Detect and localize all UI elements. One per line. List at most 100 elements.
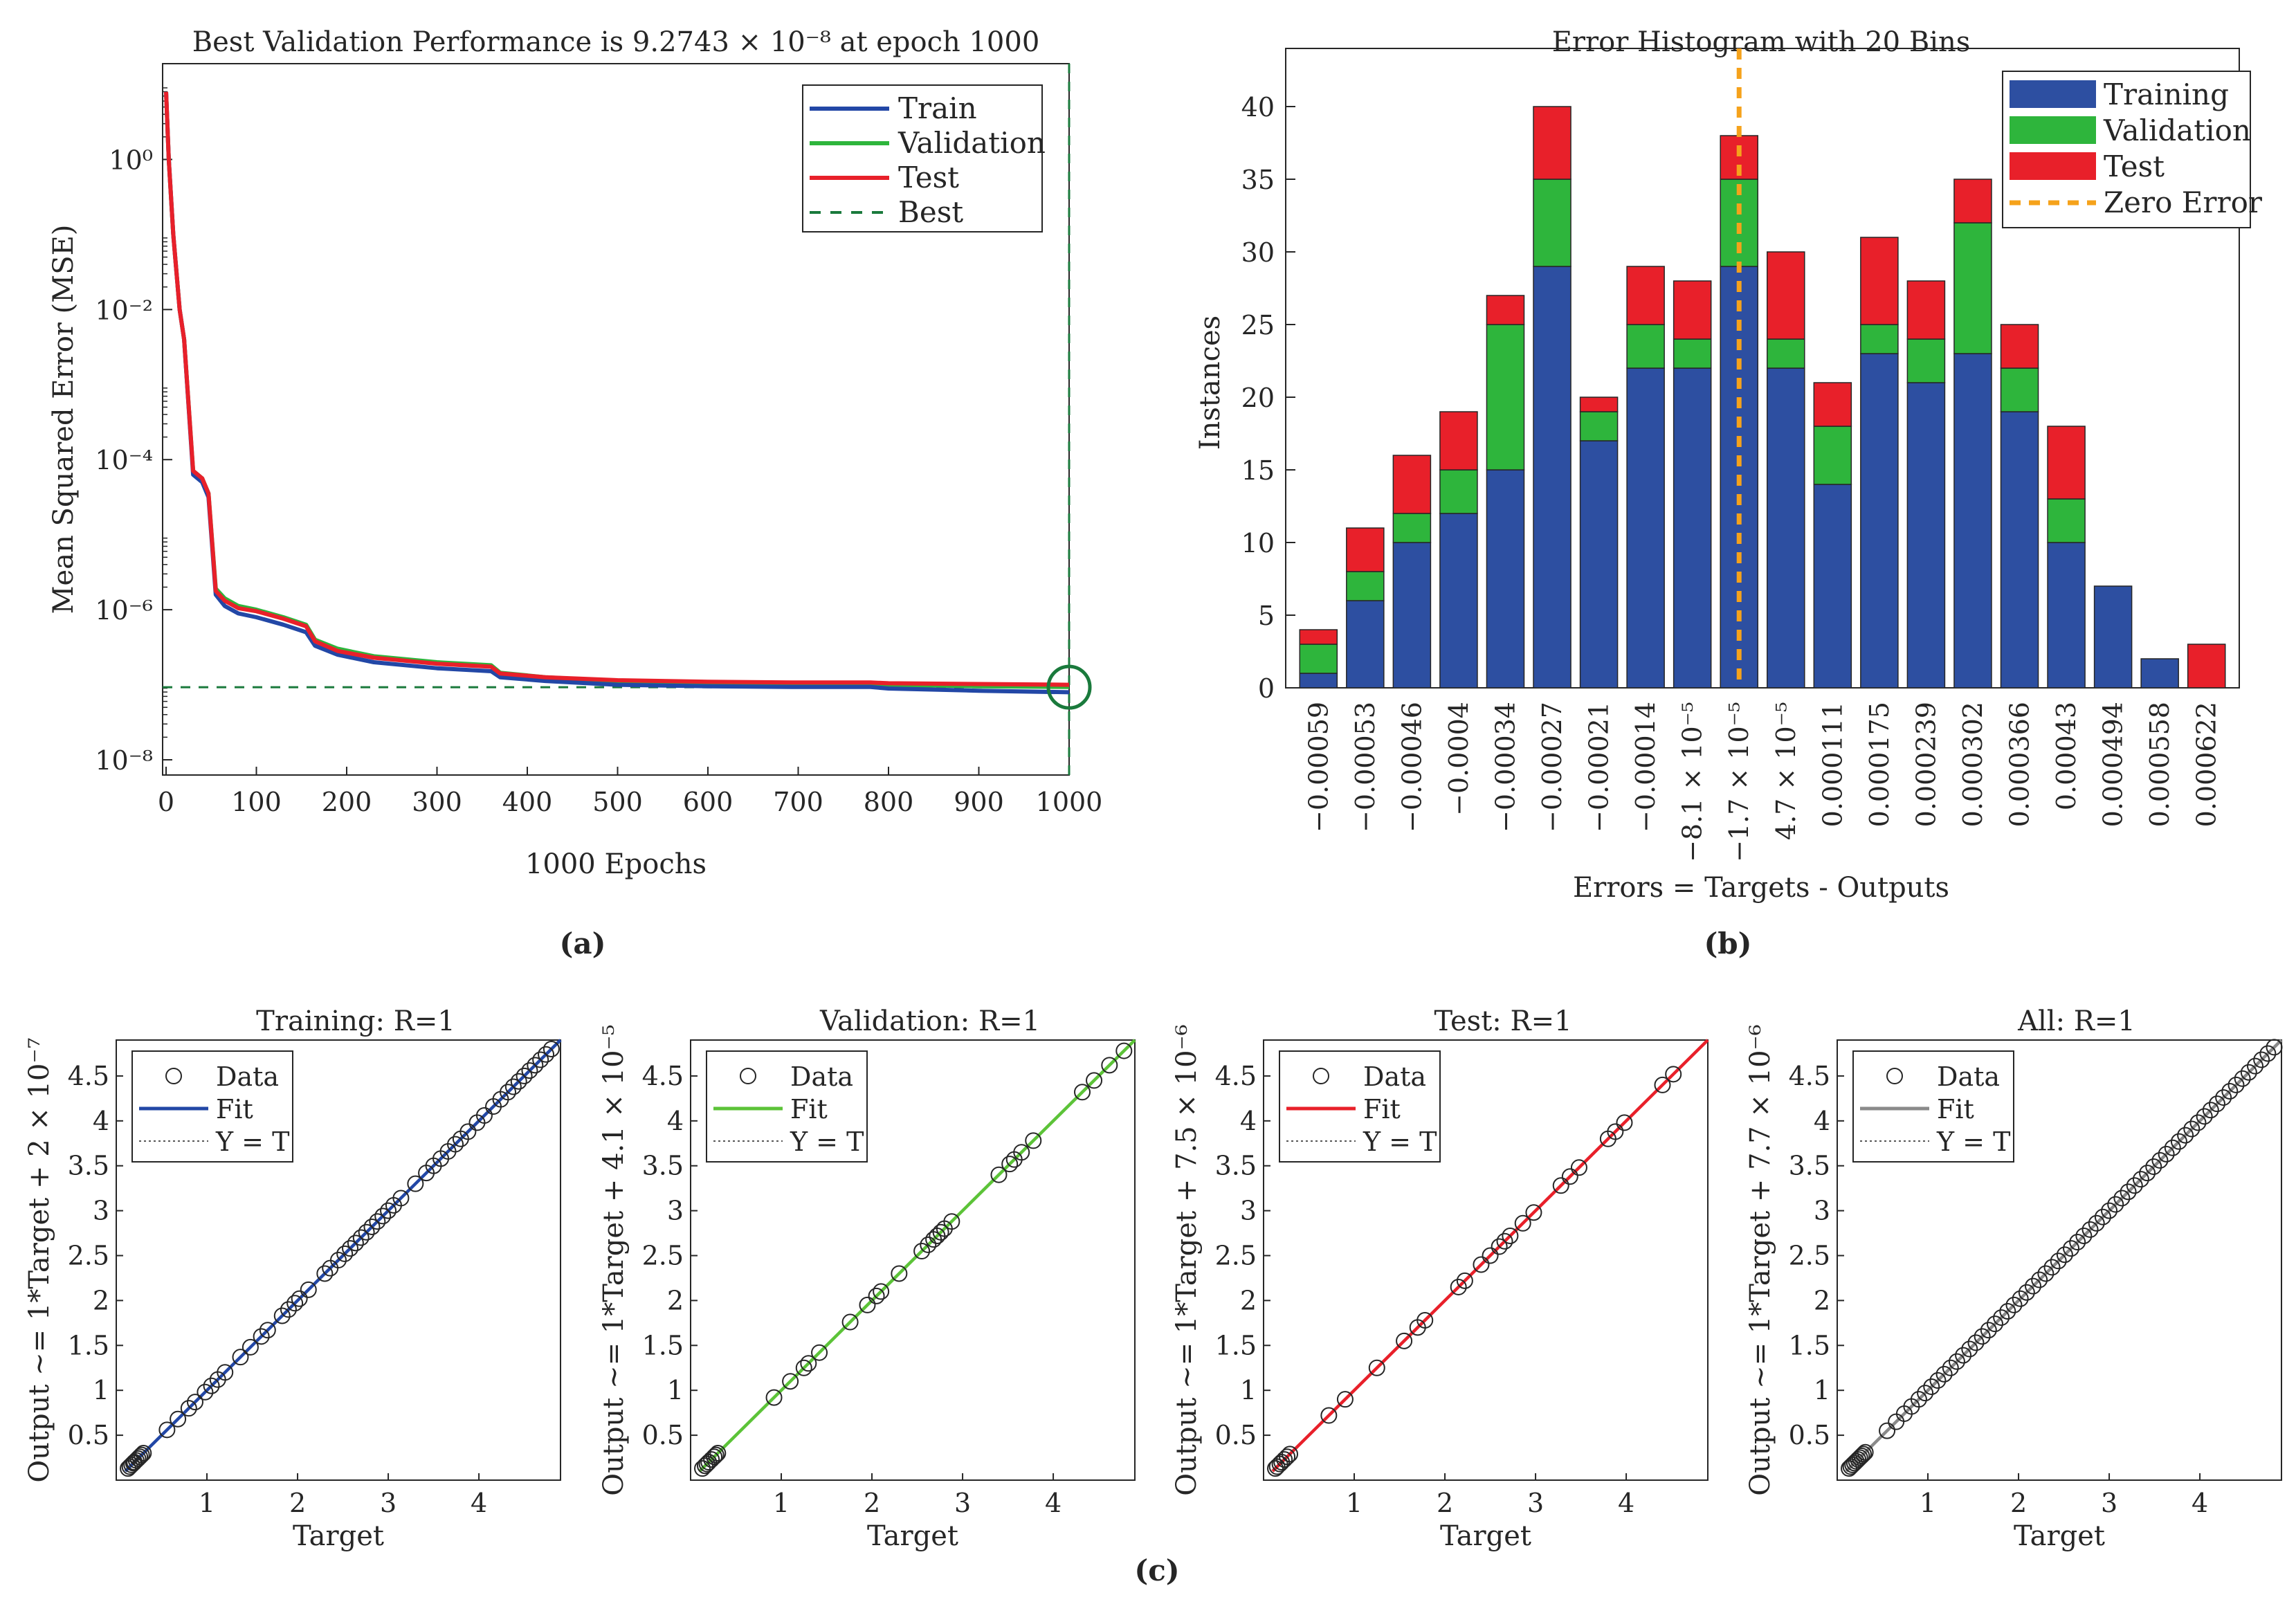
reg-ytick-label: 1.5 — [642, 1330, 684, 1360]
reg-data-point — [1491, 1238, 1508, 1255]
hist-ytick-label: 10 — [1241, 528, 1275, 558]
reg-ytick-label: 3 — [1240, 1196, 1257, 1226]
perf-xtick-label: 1000 — [1036, 787, 1103, 817]
perf-xlabel: 1000 Epochs — [525, 848, 707, 880]
perf-ylabel: Mean Squared Error (MSE) — [48, 225, 80, 614]
reg-data-point — [253, 1328, 270, 1345]
reg-data-point — [2266, 1039, 2283, 1056]
reg-data-point — [133, 1446, 150, 1464]
reg-data-point — [273, 1307, 291, 1324]
reg-data-point — [891, 1265, 908, 1282]
hist-ytick-label: 40 — [1241, 92, 1275, 122]
reg-xtick-label: 1 — [1920, 1488, 1936, 1518]
perf-xtick-label: 800 — [864, 787, 914, 817]
hist-xtick-label: −0.00021 — [1584, 702, 1614, 832]
reg-legend-data-label: Data — [216, 1061, 279, 1092]
reg-data-point — [2043, 1259, 2061, 1276]
reg-ytick-label: 4 — [93, 1106, 109, 1136]
reg-legend-box — [1852, 1050, 2014, 1163]
reg-legend-data-label: Data — [790, 1061, 853, 1092]
reg-data-point — [2120, 1183, 2137, 1201]
legend-validation-label: Validation — [2103, 113, 2251, 147]
hist-ytick-label: 5 — [1258, 601, 1275, 631]
reg-data-point — [352, 1229, 370, 1246]
hist-bar-test — [1673, 280, 1712, 340]
reg-data-point — [407, 1175, 424, 1192]
reg-legend-box — [131, 1050, 293, 1163]
perf-xtick-label: 400 — [502, 787, 553, 817]
reg-ytick-label: 2 — [667, 1285, 684, 1315]
reg-data-point — [374, 1208, 392, 1225]
hist-bar-validation — [1579, 411, 1619, 441]
reg-title: Training: R=1 — [256, 1005, 455, 1037]
legend-validation-swatch — [2010, 116, 2096, 144]
hist-bar-validation — [1299, 644, 1338, 674]
hist-bar-training — [1579, 440, 1619, 689]
legend-validation-label: Validation — [898, 126, 1046, 160]
hist-bar-validation — [1860, 324, 1899, 354]
hist-bars — [1299, 48, 2226, 689]
reg-data-point — [170, 1410, 187, 1428]
reg-ytick-label: 3 — [667, 1196, 684, 1226]
reg-data-point — [2151, 1151, 2169, 1169]
reg-xtick-label: 4 — [1618, 1488, 1634, 1518]
hist-xtick-label: −0.00027 — [1537, 702, 1567, 832]
reg-data-point — [2183, 1120, 2201, 1138]
reg-data-point — [2202, 1102, 2219, 1119]
reg-data-point — [2253, 1051, 2270, 1068]
reg-xtick-label: 4 — [471, 1488, 487, 1518]
reg-ytick-label: 1 — [1240, 1375, 1257, 1405]
reg-xlabel: Target — [867, 1520, 958, 1552]
reg-legend-data-label: Data — [1937, 1061, 2000, 1092]
reg-ylabel: Output ~= 1*Target + 7.7 × 10⁻⁶ — [1744, 1024, 1776, 1495]
hist-xtick-label: −0.00053 — [1350, 702, 1381, 832]
reg-data-point — [1967, 1334, 1985, 1351]
reg-data-point — [217, 1364, 234, 1381]
reg-xtick-label: 1 — [1346, 1488, 1363, 1518]
reg-xtick-label: 3 — [954, 1488, 971, 1518]
hist-bar-test — [1906, 280, 1946, 340]
reg-data-point — [1320, 1407, 1338, 1424]
reg-data-point — [392, 1190, 410, 1207]
reg-data-point — [1570, 1159, 1587, 1176]
legend-test-label: Test — [2104, 149, 2165, 183]
reg-ytick-label: 3.5 — [1215, 1151, 1257, 1181]
hist-bar-test — [2047, 426, 2086, 500]
hist-bar-training — [1906, 382, 1946, 689]
reg-data-point — [242, 1338, 259, 1356]
hist-bar-training — [1486, 469, 1525, 689]
reg-xtick-label: 1 — [773, 1488, 790, 1518]
reg-data-point — [2215, 1089, 2232, 1106]
reg-data-point — [2094, 1208, 2111, 1225]
hist-bar-validation — [1392, 513, 1432, 543]
reg-legend-box — [706, 1050, 868, 1163]
reg-xtick-label: 4 — [1045, 1488, 1062, 1518]
reg-data-point — [363, 1218, 381, 1235]
reg-data-point — [707, 1446, 725, 1464]
reg-data-point — [2126, 1177, 2143, 1194]
reg-ytick-label: 1.5 — [1789, 1330, 1830, 1360]
reg-data-point — [131, 1448, 149, 1466]
hist-xtick-label: 0.000111 — [1817, 702, 1848, 827]
reg-data-point — [521, 1062, 538, 1079]
reg-data-point — [1279, 1448, 1296, 1466]
reg-data-point — [2012, 1290, 2029, 1307]
hist-bar-test — [1953, 179, 1992, 224]
reg-data-point — [2132, 1171, 2149, 1188]
reg-data-point — [706, 1448, 723, 1466]
reg-data-point — [316, 1265, 334, 1282]
perf-xtick-label: 100 — [231, 787, 282, 817]
reg-data-point — [516, 1067, 533, 1084]
reg-data-point — [1561, 1168, 1578, 1185]
reg-data-point — [300, 1281, 317, 1298]
reg-ytick-label: 0.5 — [642, 1420, 684, 1450]
hist-ytick-label: 0 — [1258, 673, 1275, 704]
reg-data-point — [1879, 1422, 1896, 1439]
regression-charts: Training: R=1 Target Output ~= 1*Target + … — [24, 1005, 2283, 1552]
reg-data-point — [286, 1295, 304, 1312]
reg-data-point — [1456, 1272, 1473, 1289]
reg-data-point — [1910, 1391, 1927, 1408]
perf-lines — [163, 64, 1092, 775]
reg-data-point — [1853, 1447, 1870, 1464]
reg-data-point — [1929, 1371, 1947, 1389]
